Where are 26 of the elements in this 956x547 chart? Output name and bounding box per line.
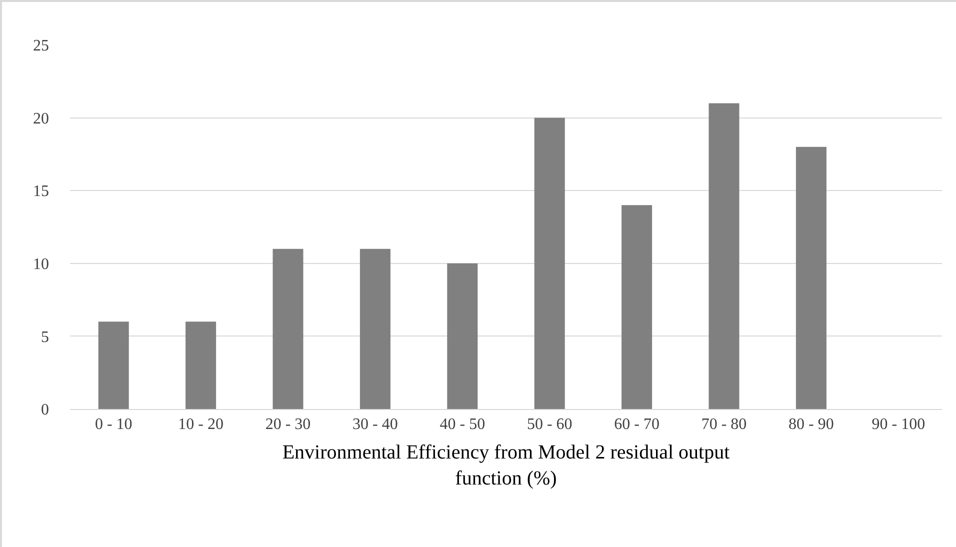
y-tick-label: 5 bbox=[41, 328, 49, 346]
bar bbox=[186, 322, 216, 409]
y-tick-label: 25 bbox=[33, 38, 49, 55]
bar bbox=[272, 248, 304, 409]
x-tick-label: 10 - 20 bbox=[178, 416, 224, 434]
bar bbox=[622, 205, 652, 409]
y-tick-label: 15 bbox=[33, 183, 49, 200]
x-tick-label: 50 - 60 bbox=[526, 416, 572, 434]
x-tick-label: 30 - 40 bbox=[352, 416, 398, 434]
x-tick-label: 70 - 80 bbox=[701, 416, 747, 434]
y-tick-label: 10 bbox=[33, 256, 49, 273]
bar bbox=[534, 118, 565, 409]
bar bbox=[708, 103, 740, 409]
bar bbox=[796, 146, 826, 409]
y-tick-label: 0 bbox=[41, 402, 49, 419]
x-tick-label: 20 - 30 bbox=[265, 416, 311, 434]
bar bbox=[360, 248, 390, 409]
x-tick-label: 60 - 70 bbox=[614, 416, 660, 434]
x-tick-label: 90 - 100 bbox=[872, 416, 926, 434]
y-tick-label: 20 bbox=[33, 110, 49, 128]
x-tick-label: 80 - 90 bbox=[788, 416, 834, 434]
x-axis-title: Environmental Efficiency from Model 2 residual output function (%) bbox=[282, 442, 730, 490]
x-tick-label: 40 - 50 bbox=[440, 416, 486, 434]
bar bbox=[447, 263, 478, 409]
x-tick-label: 0 - 10 bbox=[94, 416, 132, 434]
bar bbox=[98, 322, 129, 409]
